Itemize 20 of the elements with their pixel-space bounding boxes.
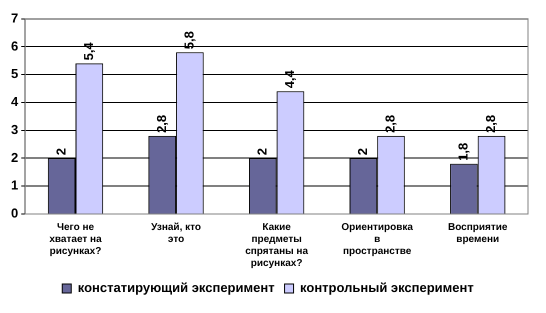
legend-label: констатирующий эксперимент — [78, 280, 275, 296]
y-tick-label: 1 — [10, 178, 18, 193]
x-tick-label: Чего не хватает на рисунках? — [49, 222, 102, 257]
y-tick-label: 3 — [10, 122, 18, 137]
x-tick-label: Ориентировка в пространстве — [341, 222, 414, 257]
y-tick-label: 4 — [10, 94, 19, 110]
data-label: 2 — [254, 148, 270, 156]
data-label: 2 — [53, 148, 68, 156]
legend-label: контрольный эксперимент — [300, 280, 474, 296]
y-tick-label: 7 — [10, 10, 18, 26]
y-tick-label: 6 — [10, 38, 18, 54]
y-tick-label: 2 — [10, 150, 18, 165]
x-tick-label: Узнай, кто это — [151, 222, 202, 245]
data-label: 1,8 — [455, 142, 470, 161]
data-label: 5,4 — [80, 42, 96, 60]
x-tick-label: Восприятие времени — [448, 222, 508, 245]
y-tick-label: 0 — [10, 206, 18, 221]
x-tick-label: Какие предметы спрятаны на рисунках? — [245, 222, 308, 269]
y-tick-label: 5 — [10, 66, 18, 82]
data-label: 2 — [354, 148, 370, 156]
